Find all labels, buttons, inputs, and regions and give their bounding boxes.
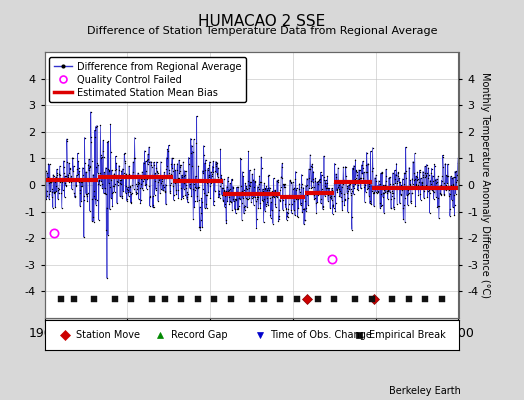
Text: Difference of Station Temperature Data from Regional Average: Difference of Station Temperature Data f… [87,26,437,36]
Text: Station Move: Station Move [75,330,139,340]
Y-axis label: Monthly Temperature Anomaly Difference (°C): Monthly Temperature Anomaly Difference (… [480,72,490,298]
Legend: Difference from Regional Average, Quality Control Failed, Estimated Station Mean: Difference from Regional Average, Qualit… [49,57,246,102]
Text: HUMACAO 2 SSE: HUMACAO 2 SSE [199,14,325,29]
Text: Time of Obs. Change: Time of Obs. Change [270,330,372,340]
Text: Record Gap: Record Gap [171,330,227,340]
Text: Empirical Break: Empirical Break [369,330,446,340]
Text: Berkeley Earth: Berkeley Earth [389,386,461,396]
